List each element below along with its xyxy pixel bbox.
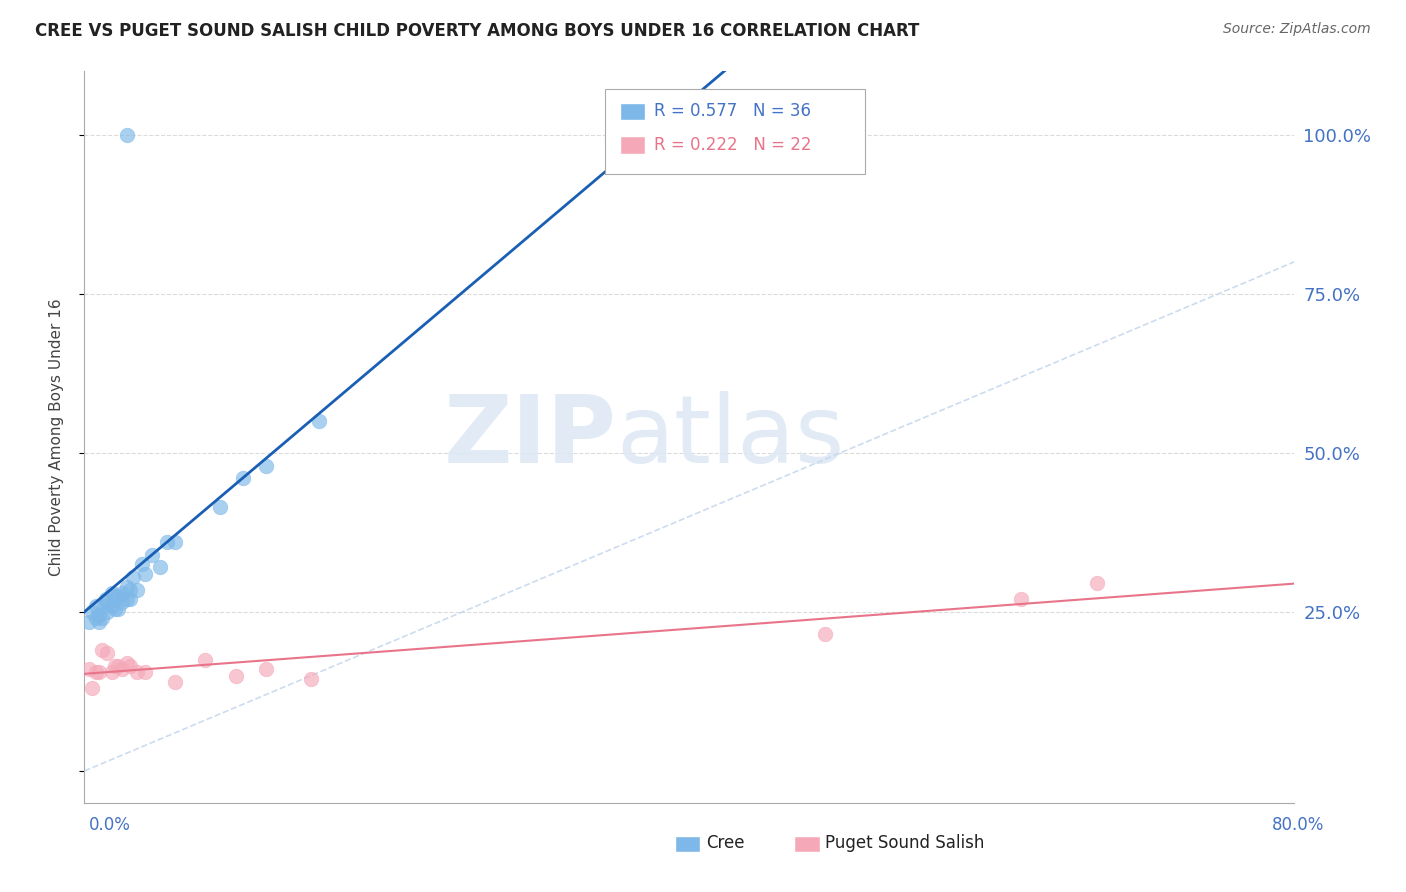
Point — [104, 659, 127, 673]
Point — [1011, 592, 1033, 607]
Point — [89, 615, 111, 629]
Text: atlas: atlas — [616, 391, 845, 483]
Point — [232, 471, 254, 485]
Point — [111, 595, 134, 609]
Point — [96, 595, 118, 609]
Point — [86, 599, 108, 613]
Text: Cree: Cree — [706, 834, 744, 852]
Point — [308, 414, 330, 428]
Point — [209, 500, 232, 514]
Point — [104, 602, 127, 616]
Point — [115, 656, 138, 670]
Point — [94, 592, 117, 607]
Point — [115, 128, 138, 142]
Point — [91, 643, 114, 657]
Point — [111, 662, 134, 676]
Point — [121, 570, 143, 584]
Text: 0.0%: 0.0% — [89, 816, 131, 834]
Point — [100, 599, 122, 613]
Point — [107, 602, 129, 616]
Point — [107, 659, 129, 673]
Point — [134, 665, 156, 680]
Point — [118, 592, 141, 607]
Point — [77, 662, 100, 676]
Point — [225, 668, 247, 682]
Point — [77, 615, 100, 629]
Point — [254, 458, 277, 473]
Y-axis label: Child Poverty Among Boys Under 16: Child Poverty Among Boys Under 16 — [49, 298, 63, 576]
Point — [165, 535, 187, 549]
Text: Puget Sound Salish: Puget Sound Salish — [825, 834, 984, 852]
Point — [89, 608, 111, 623]
Point — [86, 665, 108, 680]
Point — [127, 582, 149, 597]
Text: Source: ZipAtlas.com: Source: ZipAtlas.com — [1223, 22, 1371, 37]
Point — [194, 653, 217, 667]
Point — [100, 586, 122, 600]
Point — [100, 665, 122, 680]
Point — [111, 586, 134, 600]
Point — [89, 665, 111, 680]
Point — [91, 611, 114, 625]
Point — [254, 662, 277, 676]
Point — [118, 659, 141, 673]
Point — [134, 566, 156, 581]
Text: ZIP: ZIP — [443, 391, 616, 483]
Point — [165, 675, 187, 690]
Point — [115, 580, 138, 594]
Point — [118, 582, 141, 597]
Point — [156, 535, 179, 549]
Point — [93, 599, 115, 613]
Point — [80, 605, 103, 619]
Point — [104, 589, 127, 603]
Point — [80, 681, 103, 696]
Point — [107, 589, 129, 603]
Point — [814, 627, 837, 641]
Point — [86, 611, 108, 625]
Point — [149, 560, 172, 574]
Point — [115, 592, 138, 607]
Point — [96, 605, 118, 619]
Point — [127, 665, 149, 680]
Point — [131, 558, 153, 572]
Point — [299, 672, 322, 686]
Text: R = 0.222   N = 22: R = 0.222 N = 22 — [654, 136, 811, 154]
Text: 80.0%: 80.0% — [1272, 816, 1324, 834]
Point — [1085, 576, 1108, 591]
Point — [96, 646, 118, 660]
Point — [141, 548, 163, 562]
Text: CREE VS PUGET SOUND SALISH CHILD POVERTY AMONG BOYS UNDER 16 CORRELATION CHART: CREE VS PUGET SOUND SALISH CHILD POVERTY… — [35, 22, 920, 40]
Text: R = 0.577   N = 36: R = 0.577 N = 36 — [654, 103, 811, 120]
